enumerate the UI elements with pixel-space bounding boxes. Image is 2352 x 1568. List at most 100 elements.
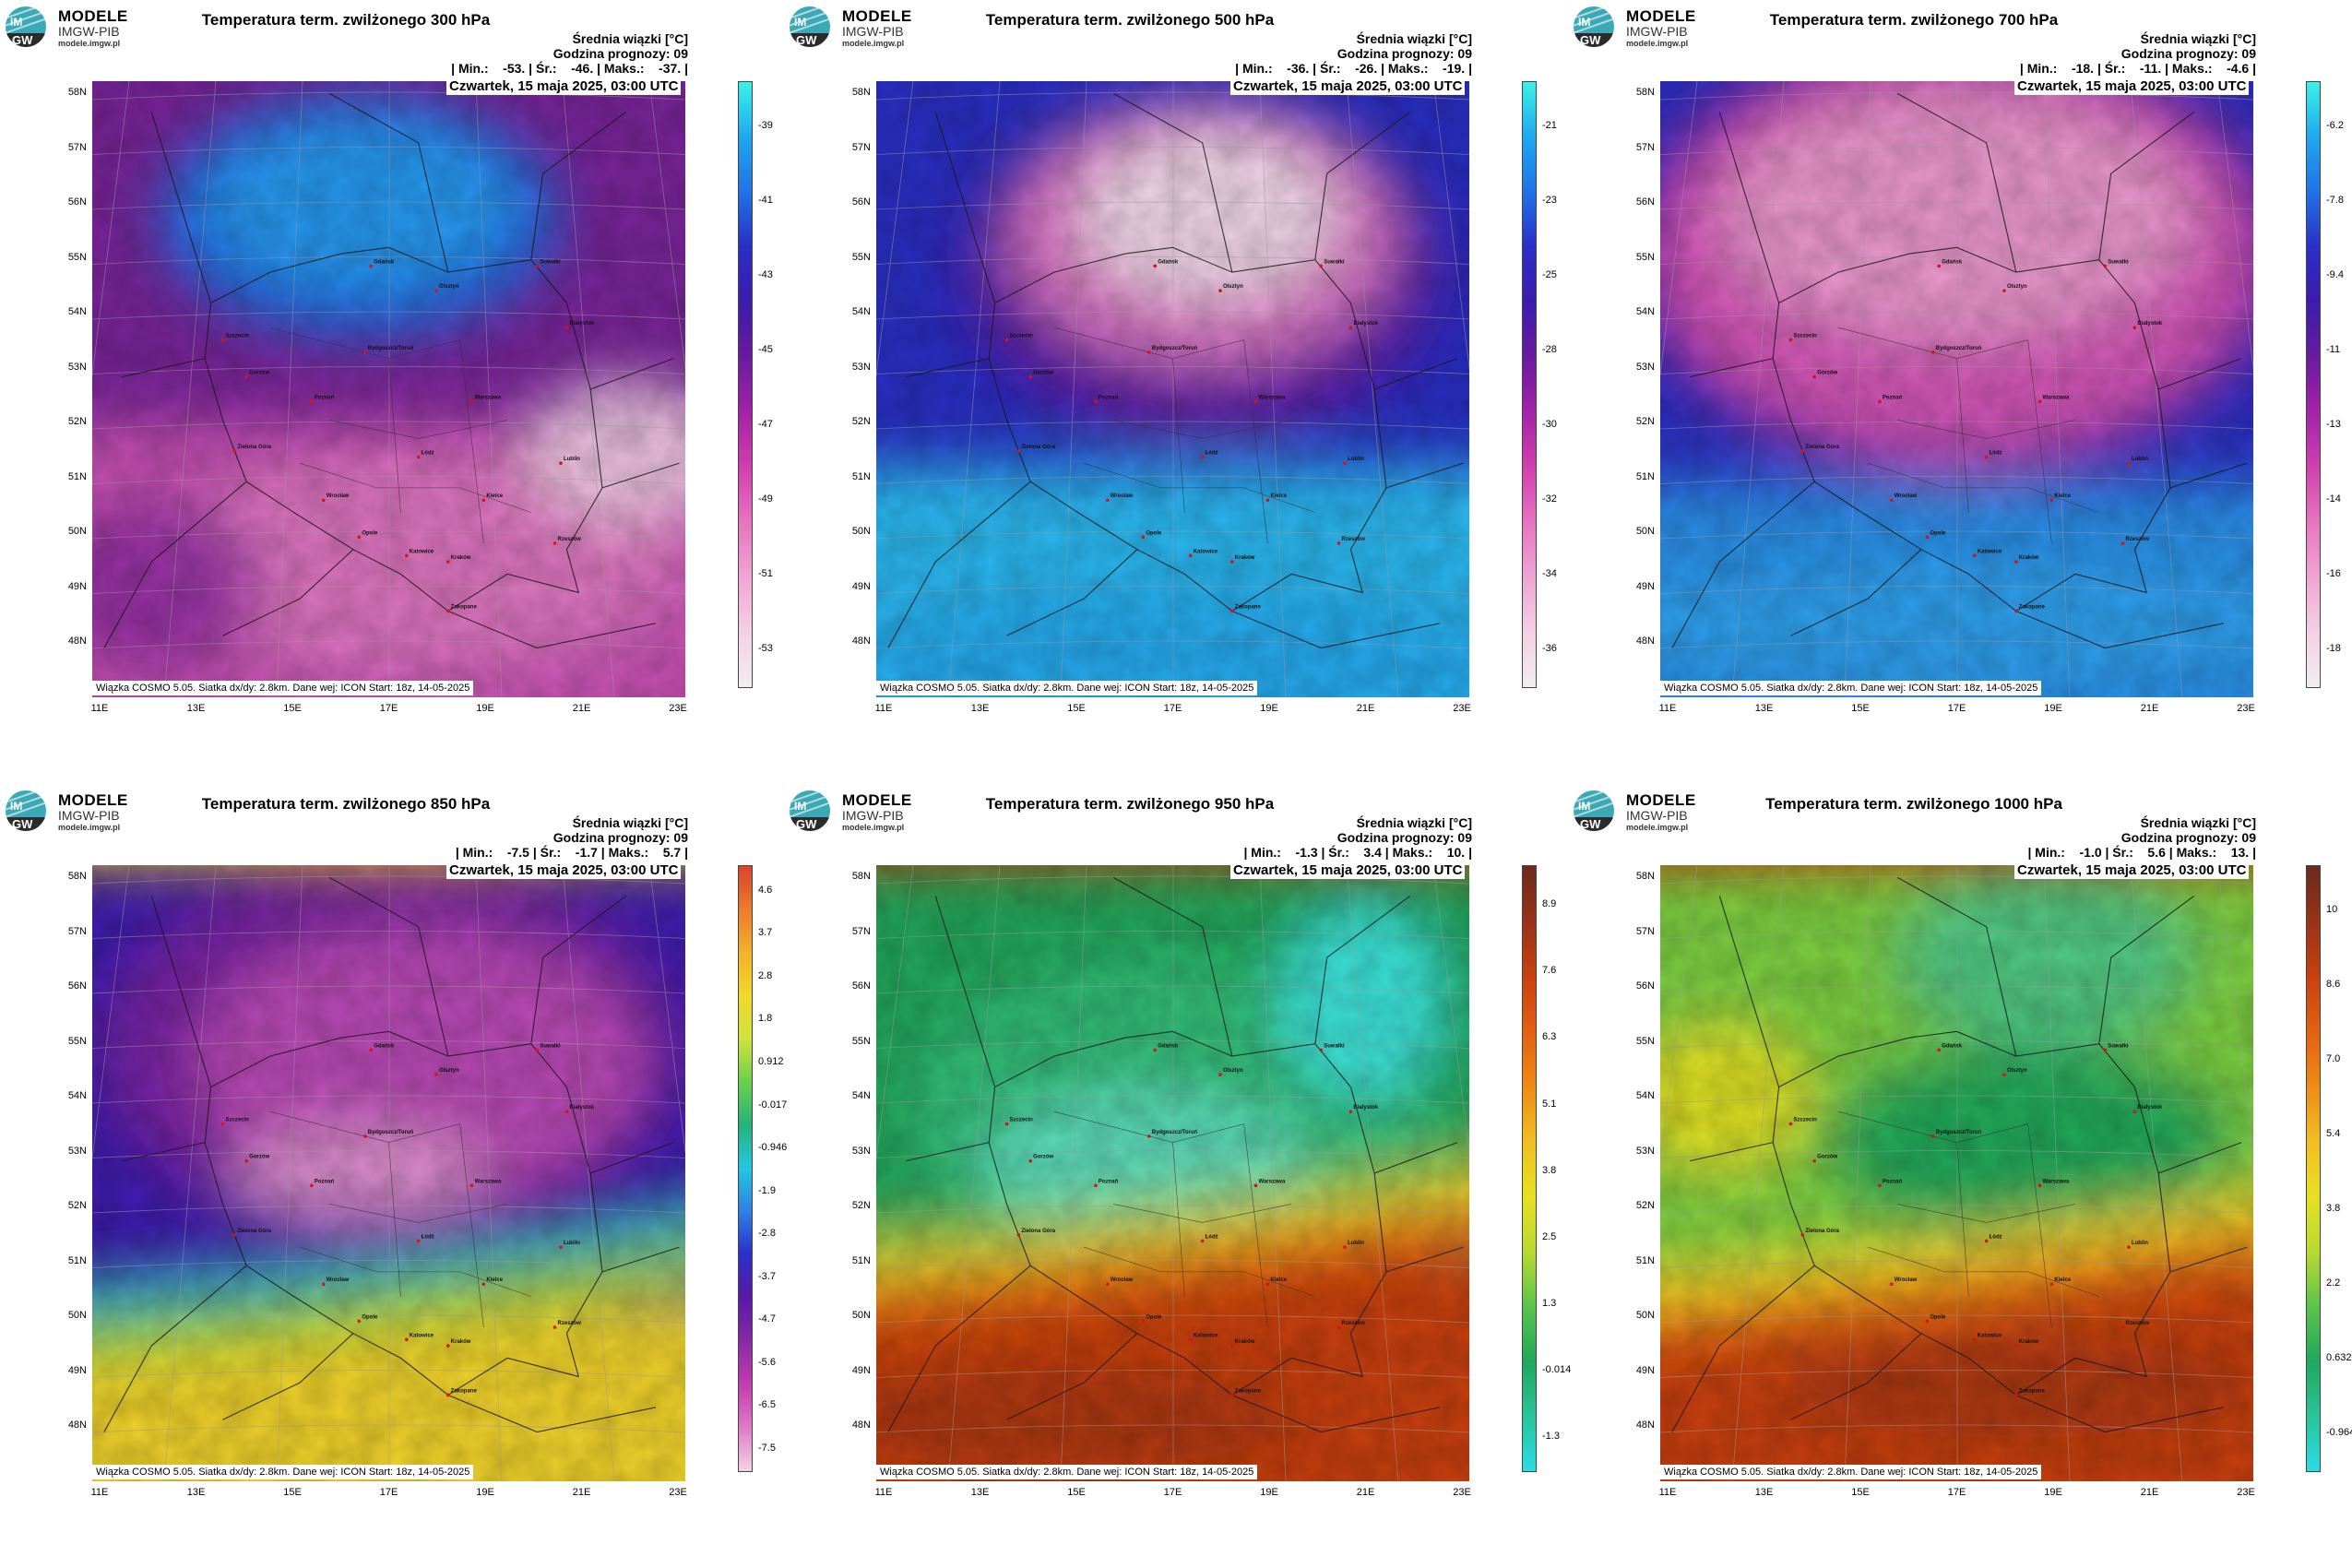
svg-text:Bydgoszcz/Toruń: Bydgoszcz/Toruń: [1936, 346, 1982, 351]
colorbar: [2306, 81, 2321, 688]
svg-text:Szczecin: Szczecin: [1009, 1118, 1033, 1123]
unit-line: Średnia wiązki [°C]: [2140, 31, 2256, 46]
colorbar-tick-label: -3.7: [758, 1270, 776, 1282]
svg-text:Zakopane: Zakopane: [2019, 1388, 2046, 1394]
temperature-map[interactable]: Gdańsk Olsztyn Suwałki Szczecin Bydgoszcz/To…: [92, 865, 685, 1481]
svg-text:Wrocław: Wrocław: [1111, 1277, 1134, 1283]
model-credit: Wiązka COSMO 5.05. Siatka dx/dy: 2.8km. …: [92, 681, 474, 695]
svg-text:Suwałki: Suwałki: [2108, 259, 2129, 265]
colorbar-tick-label: -1.3: [1542, 1430, 1560, 1442]
latitude-label: 51N: [851, 1254, 871, 1266]
valid-date: Czwartek, 15 maja 2025, 03:00 UTC: [2014, 77, 2250, 95]
logo-url[interactable]: modele.imgw.pl: [58, 823, 121, 832]
svg-text:Katowice: Katowice: [410, 549, 434, 554]
svg-text:Bydgoszcz/Toruń: Bydgoszcz/Toruń: [368, 346, 414, 351]
latitude-label: 48N: [1635, 1420, 1655, 1431]
temperature-map[interactable]: Gdańsk Olsztyn Suwałki Szczecin Bydgoszcz/To…: [876, 81, 1469, 697]
svg-text:Suwałki: Suwałki: [540, 1043, 561, 1049]
svg-text:GW: GW: [12, 817, 33, 831]
valid-date: Czwartek, 15 maja 2025, 03:00 UTC: [446, 861, 682, 879]
longitude-label: 21E: [572, 1487, 591, 1498]
colorbar-tick-label: -45: [758, 343, 773, 355]
latitude-label: 48N: [67, 636, 87, 647]
panel-title: Temperatura term. zwilżonego 700 hPa: [1769, 11, 2059, 29]
temperature-map[interactable]: Gdańsk Olsztyn Suwałki Szczecin Bydgoszcz/To…: [1660, 865, 2253, 1481]
colorbar-tick-label: 4.6: [758, 884, 773, 896]
logo-url[interactable]: modele.imgw.pl: [1626, 823, 1689, 832]
svg-text:Zakopane: Zakopane: [451, 1388, 478, 1394]
longitude-label: 17E: [1163, 703, 1182, 714]
imgw-logo[interactable]: IM GW MODELE IMGW-PIB modele.imgw.pl: [5, 6, 152, 52]
svg-text:Opole: Opole: [362, 530, 378, 536]
svg-text:Kielce: Kielce: [1270, 493, 1287, 499]
logo-subtitle: IMGW-PIB: [842, 24, 904, 39]
logo-url[interactable]: modele.imgw.pl: [1626, 39, 1689, 48]
svg-text:Kielce: Kielce: [2054, 493, 2071, 499]
imgw-logo[interactable]: IM GW MODELE IMGW-PIB modele.imgw.pl: [5, 790, 152, 836]
svg-text:GW: GW: [796, 817, 817, 831]
latitude-label: 54N: [67, 1090, 87, 1101]
colorbar-tick-label: 2.2: [2326, 1277, 2341, 1289]
colorbar-tick-label: 3.8: [1542, 1164, 1557, 1176]
imgw-logo[interactable]: IM GW MODELE IMGW-PIB modele.imgw.pl: [1573, 6, 1720, 52]
svg-text:IM: IM: [1578, 16, 1590, 29]
svg-text:Gdańsk: Gdańsk: [1158, 1043, 1179, 1049]
longitude-label: 23E: [669, 703, 687, 714]
svg-text:Kraków: Kraków: [1235, 555, 1255, 561]
svg-text:Poznań: Poznań: [1883, 395, 1903, 400]
latitude-label: 58N: [1635, 87, 1655, 98]
latitude-label: 50N: [851, 1310, 871, 1321]
svg-text:Białystok: Białystok: [2137, 321, 2162, 327]
colorbar-tick-label: -34: [1542, 567, 1557, 579]
colorbar-tick-label: -23: [1542, 194, 1557, 206]
svg-text:Katowice: Katowice: [410, 1333, 434, 1338]
colorbar-tick-label: -25: [1542, 268, 1557, 280]
model-credit: Wiązka COSMO 5.05. Siatka dx/dy: 2.8km. …: [1660, 1465, 2042, 1479]
colorbar-tick-label: 5.1: [1542, 1098, 1557, 1110]
longitude-label: 11E: [874, 703, 893, 714]
latitude-label: 51N: [851, 470, 871, 482]
valid-date: Czwartek, 15 maja 2025, 03:00 UTC: [446, 77, 682, 95]
svg-text:Łódź: Łódź: [1990, 450, 2002, 456]
latitude-label: 52N: [1635, 1200, 1655, 1211]
temperature-map[interactable]: Gdańsk Olsztyn Suwałki Szczecin Bydgoszcz/To…: [1660, 81, 2253, 697]
city-markers: Gdańsk Olsztyn Suwałki Szczecin Bydgoszcz/To…: [220, 259, 595, 613]
colorbar-tick-label: -5.6: [758, 1356, 776, 1368]
latitude-label: 55N: [67, 251, 87, 263]
imgw-logo[interactable]: IM GW MODELE IMGW-PIB modele.imgw.pl: [789, 790, 936, 836]
longitude-label: 11E: [1658, 1487, 1677, 1498]
svg-text:Lublin: Lublin: [564, 1241, 580, 1246]
logo-subtitle: IMGW-PIB: [1626, 24, 1688, 39]
colorbar-tick-label: 5.4: [2326, 1127, 2341, 1139]
longitude-label: 17E: [379, 703, 398, 714]
imgw-logo[interactable]: IM GW MODELE IMGW-PIB modele.imgw.pl: [1573, 790, 1720, 836]
panel-title: Temperatura term. zwilżonego 300 hPa: [201, 11, 491, 29]
latitude-label: 53N: [1635, 361, 1655, 373]
latitude-label: 52N: [851, 416, 871, 427]
logo-url[interactable]: modele.imgw.pl: [842, 39, 905, 48]
svg-text:Gdańsk: Gdańsk: [1942, 1043, 1963, 1049]
colorbar-tick-label: -0.964: [2326, 1426, 2352, 1438]
svg-text:Gdańsk: Gdańsk: [374, 1043, 395, 1049]
svg-text:Kielce: Kielce: [1270, 1277, 1287, 1283]
temperature-map[interactable]: Gdańsk Olsztyn Suwałki Szczecin Bydgoszcz/To…: [876, 865, 1469, 1481]
svg-text:Kraków: Kraków: [2019, 555, 2039, 561]
latitude-label: 51N: [67, 1254, 87, 1266]
latitude-label: 57N: [851, 925, 871, 937]
forecast-panel-1: IM GW MODELE IMGW-PIB modele.imgw.pl Tem…: [0, 0, 784, 784]
longitude-label: 19E: [476, 703, 494, 714]
latitude-label: 52N: [1635, 416, 1655, 427]
temperature-map[interactable]: Gdańsk Olsztyn Suwałki Szczecin Bydgoszcz/To…: [92, 81, 685, 697]
logo-url[interactable]: modele.imgw.pl: [58, 39, 121, 48]
latitude-label: 52N: [67, 1200, 87, 1211]
svg-text:Suwałki: Suwałki: [2108, 1043, 2129, 1049]
colorbar-tick-label: -7.8: [2326, 194, 2344, 206]
logo-url[interactable]: modele.imgw.pl: [842, 823, 905, 832]
svg-text:Katowice: Katowice: [1194, 1333, 1218, 1338]
svg-text:Gorzów: Gorzów: [1033, 1155, 1053, 1160]
svg-text:Rzeszów: Rzeszów: [2126, 1321, 2150, 1326]
imgw-logo[interactable]: IM GW MODELE IMGW-PIB modele.imgw.pl: [789, 6, 936, 52]
svg-text:Opole: Opole: [1146, 1314, 1162, 1320]
colorbar-tick-label: -9.4: [2326, 268, 2344, 280]
colorbar-tick-label: -30: [1542, 418, 1557, 430]
